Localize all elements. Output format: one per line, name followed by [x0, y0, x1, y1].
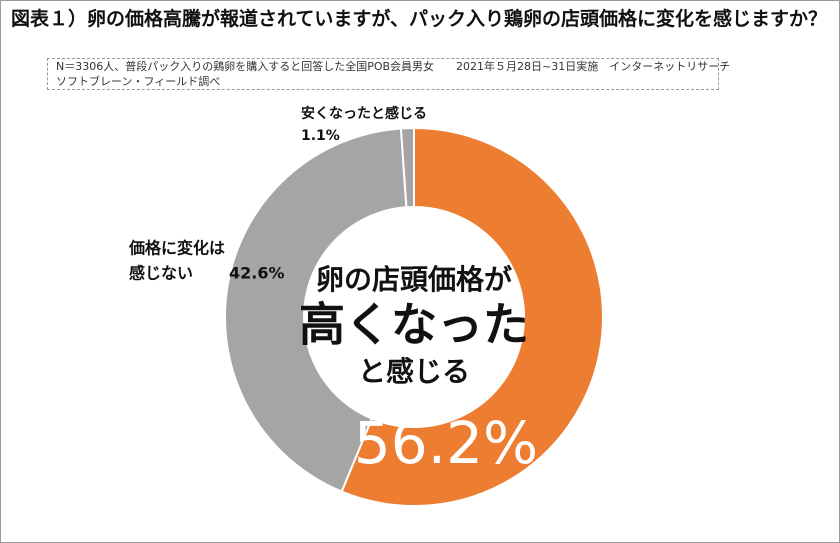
center-label: 卵の店頭価格が: [316, 263, 512, 296]
slice: [224, 127, 408, 493]
center-label: と感じる: [358, 355, 470, 388]
slice-label: 価格に変化は: [128, 239, 225, 258]
slice: [399, 126, 415, 209]
slice-label: 安くなったと感じる: [301, 105, 427, 122]
center-label: 高くなった: [299, 298, 529, 352]
note: N＝3306人、普段パック入りの鶏卵を購入すると回答した全国POB会員男女 20…: [56, 60, 731, 73]
value-label: 42.6%: [229, 264, 285, 283]
value-label: 1.1%: [301, 128, 340, 144]
value-label: 56.2%: [354, 409, 538, 477]
slice-label: 感じない: [129, 264, 193, 283]
slice: [340, 126, 604, 507]
chart-title: 図表１）卵の価格高騰が報道されていますが、パック入り鶏卵の店頭価格に変化を感じま…: [11, 8, 828, 30]
note: ソフトブレーン・フィールド調べ: [56, 75, 221, 88]
note-box: N＝3306人、普段パック入りの鶏卵を購入すると回答した全国POB会員男女 20…: [47, 58, 731, 90]
